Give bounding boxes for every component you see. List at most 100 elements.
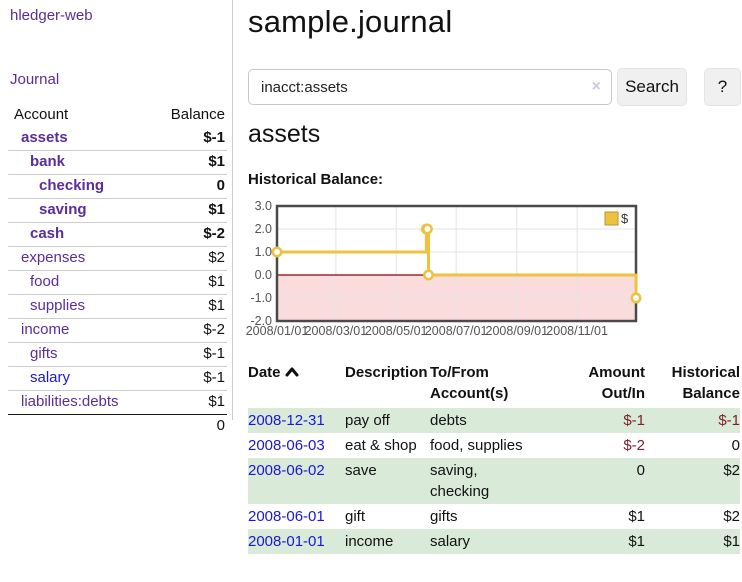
register-row: 2008-06-01 gift gifts $1 $2 xyxy=(248,504,740,529)
account-row: assets $-1 xyxy=(8,127,227,151)
register-accounts: gifts xyxy=(430,508,458,525)
account-row: checking 0 xyxy=(8,174,227,199)
register-accounts: food, supplies xyxy=(430,437,523,454)
account-balance: 0 xyxy=(148,174,227,199)
account-balance: $1 xyxy=(148,198,227,223)
register-header-amount: Amount Out/In xyxy=(588,364,645,402)
register-header-date[interactable]: Date xyxy=(248,362,345,408)
search-bar: × Search ? xyxy=(248,68,742,106)
account-link-liabilities-debts[interactable]: liabilities:debts xyxy=(21,393,119,410)
accounts-tbody: assets $-1 bank $1 checking 0 saving $1 cash $-2 e… xyxy=(8,127,227,415)
help-button[interactable]: ? xyxy=(704,68,741,106)
accounts-header-balance: Balance xyxy=(170,106,225,123)
register-header-description: Description xyxy=(345,364,428,381)
register-row: 2008-06-02 save saving, checking 0 $2 xyxy=(248,458,740,504)
register-amount: $-1 xyxy=(623,412,645,429)
main-content: sample.journal × Search ? assets Histori… xyxy=(245,0,742,582)
svg-text:2.0: 2.0 xyxy=(255,222,272,236)
svg-text:1.0: 1.0 xyxy=(255,245,272,259)
sidebar-divider xyxy=(232,0,233,420)
app-title-link[interactable]: hledger-web xyxy=(10,7,93,24)
account-row: saving $1 xyxy=(8,198,227,223)
account-balance: $1 xyxy=(148,270,227,295)
register-description: pay off xyxy=(345,412,390,429)
account-balance: $1 xyxy=(148,294,227,319)
clear-search-icon[interactable]: × xyxy=(591,78,601,95)
account-link-cash[interactable]: cash xyxy=(30,225,65,242)
register-amount: $1 xyxy=(628,508,645,525)
account-balance: $-2 xyxy=(148,222,227,247)
account-balance: $1 xyxy=(148,150,227,175)
account-link-assets[interactable]: assets xyxy=(21,129,68,146)
svg-text:2008/09/01: 2008/09/01 xyxy=(486,324,549,338)
account-link-saving[interactable]: saving xyxy=(39,201,87,218)
search-input[interactable] xyxy=(248,69,612,105)
accounts-table: Account Balance assets $-1 bank $1 checking 0… xyxy=(8,103,227,438)
account-balance: $1 xyxy=(148,390,227,415)
account-row: bank $1 xyxy=(8,150,227,175)
search-button[interactable]: Search xyxy=(617,68,687,106)
register-date-link[interactable]: 2008-06-02 xyxy=(248,462,325,479)
accounts-total-balance: 0 xyxy=(148,414,227,438)
register-amount: $-2 xyxy=(623,437,645,454)
register-balance: $-1 xyxy=(718,412,740,429)
account-heading: assets xyxy=(248,120,321,148)
svg-text:3.0: 3.0 xyxy=(255,200,272,213)
account-link-supplies[interactable]: supplies xyxy=(30,297,86,314)
account-balance: $-1 xyxy=(203,129,225,146)
account-row: supplies $1 xyxy=(8,294,227,319)
register-header-accounts: To/From Account(s) xyxy=(430,364,509,402)
accounts-header-account: Account xyxy=(14,106,69,123)
register-accounts: saving, checking xyxy=(430,462,490,500)
register-header-row: Date Description To/From Account(s) Amou… xyxy=(248,362,740,408)
register-description: save xyxy=(345,462,377,479)
register-row: 2008-06-03 eat & shop food, supplies $-2 0 xyxy=(248,433,740,458)
account-row: food $1 xyxy=(8,270,227,295)
account-balance: $2 xyxy=(148,246,227,271)
register-accounts: salary xyxy=(430,533,471,550)
register-date-link[interactable]: 2008-06-03 xyxy=(248,437,325,454)
balance-chart: $3.0 2.0 1.0 0.0 -1.0 -2.0 2008/01/01 2008/03/0… xyxy=(245,199,645,344)
account-balance: $-1 xyxy=(148,342,227,367)
svg-text:$: $ xyxy=(621,211,629,226)
register-table: Date Description To/From Account(s) Amou… xyxy=(248,362,740,554)
register-header-balance: Historical Balance xyxy=(671,364,740,402)
sort-ascending-icon xyxy=(285,367,299,377)
account-row: salary $-1 xyxy=(8,366,227,391)
account-balance: $-1 xyxy=(148,366,227,391)
register-description: gift xyxy=(345,508,366,525)
register-date-link[interactable]: 2008-01-01 xyxy=(248,533,325,550)
account-link-food[interactable]: food xyxy=(30,273,60,290)
register-balance: 0 xyxy=(731,437,740,454)
chart-label: Historical Balance: xyxy=(248,171,384,188)
account-link-bank[interactable]: bank xyxy=(30,153,66,170)
account-link-salary[interactable]: salary xyxy=(30,369,71,386)
account-link-checking[interactable]: checking xyxy=(39,177,105,194)
register-row: 2008-12-31 pay off debts $-1 $-1 xyxy=(248,408,740,433)
register-amount: $1 xyxy=(628,533,645,550)
accounts-total-row: 0 xyxy=(8,414,227,438)
register-date-link[interactable]: 2008-12-31 xyxy=(248,412,325,429)
svg-text:-2.0: -2.0 xyxy=(250,314,272,328)
register-accounts: debts xyxy=(430,412,467,429)
svg-text:2008/05/01: 2008/05/01 xyxy=(365,324,428,338)
svg-text:2008/01/01: 2008/01/01 xyxy=(246,324,309,338)
svg-text:2008/07/01: 2008/07/01 xyxy=(425,324,488,338)
register-row: 2008-01-01 income salary $1 $1 xyxy=(248,529,740,554)
account-row: income $-2 xyxy=(8,318,227,343)
account-link-income[interactable]: income xyxy=(21,321,70,338)
svg-text:-1.0: -1.0 xyxy=(250,291,272,305)
register-balance: $2 xyxy=(723,508,740,525)
register-description: eat & shop xyxy=(345,437,417,454)
register-date-link[interactable]: 2008-06-01 xyxy=(248,508,325,525)
svg-text:0.0: 0.0 xyxy=(255,268,272,282)
register-amount: 0 xyxy=(636,462,645,479)
account-link-gifts[interactable]: gifts xyxy=(30,345,58,362)
account-balance: $-2 xyxy=(148,318,227,343)
account-link-expenses[interactable]: expenses xyxy=(21,249,86,266)
register-balance: $1 xyxy=(723,533,740,550)
register-description: income xyxy=(345,533,394,550)
account-row: gifts $-1 xyxy=(8,342,227,367)
sidebar-item-journal[interactable]: Journal xyxy=(10,71,60,88)
svg-text:2008/11/01: 2008/11/01 xyxy=(546,324,608,338)
